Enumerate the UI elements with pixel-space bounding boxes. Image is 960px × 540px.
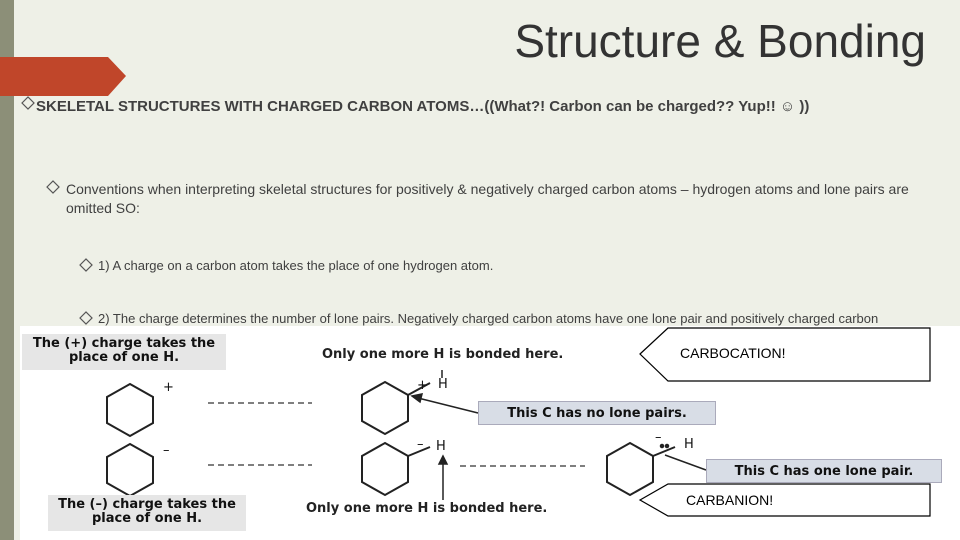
dashed-arrows bbox=[208, 402, 585, 467]
atom-label: H bbox=[684, 437, 694, 452]
figure-label: This C has no lone pairs. bbox=[478, 401, 716, 425]
atom-label: H bbox=[438, 377, 448, 392]
side-bar bbox=[0, 0, 14, 540]
figure-label: The (–) charge takes the place of one H. bbox=[48, 495, 246, 531]
pointer-arrows bbox=[410, 370, 707, 500]
callout-shapes bbox=[638, 327, 931, 517]
bullet: 1) A charge on a carbon atom takes the p… bbox=[98, 258, 494, 273]
bullet: SKELETAL STRUCTURES WITH CHARGED CARBON … bbox=[36, 98, 810, 115]
atom-label: + bbox=[417, 378, 428, 393]
bullet: Conventions when interpreting skeletal s… bbox=[66, 181, 909, 216]
figure-label: Only one more H is bonded here. bbox=[322, 347, 564, 362]
title: Structure & Bonding bbox=[514, 15, 926, 67]
atom-label: – bbox=[417, 437, 424, 452]
callout: CARBANION! bbox=[686, 492, 774, 508]
atom-label: + bbox=[163, 380, 174, 395]
atom-label: – bbox=[163, 443, 170, 458]
callout: CARBOCATION! bbox=[680, 345, 786, 361]
figure-label: Only one more H is bonded here. bbox=[306, 501, 548, 516]
bullet-icons bbox=[21, 96, 93, 325]
tab bbox=[0, 57, 126, 96]
bullet: 2) The charge determines the number of l… bbox=[98, 311, 879, 326]
atom-label: – bbox=[655, 430, 662, 445]
atom-label: H bbox=[436, 439, 446, 454]
figure-label: The (+) charge takes the place of one H. bbox=[22, 334, 226, 370]
rings bbox=[106, 380, 676, 498]
figure-label: This C has one lone pair. bbox=[706, 459, 942, 483]
